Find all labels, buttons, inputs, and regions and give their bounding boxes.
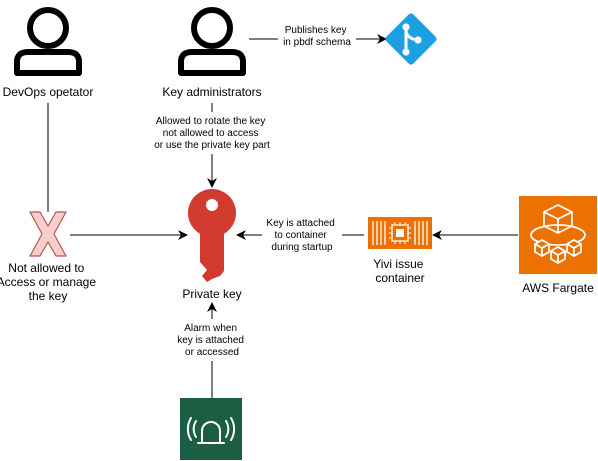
x-mark-icon bbox=[29, 211, 67, 257]
user-icon bbox=[14, 7, 82, 76]
yivi-container-label: Yivi issue container bbox=[373, 257, 427, 285]
devops-operator-label: DevOps opetator bbox=[3, 85, 94, 99]
key-icon bbox=[188, 189, 236, 282]
key-administrators-label: Key administrators bbox=[162, 85, 261, 99]
node-private-key: Private key bbox=[182, 189, 242, 301]
aws-fargate-label: AWS Fargate bbox=[522, 281, 594, 295]
alarm-icon bbox=[180, 398, 242, 460]
node-yivi-container: Yivi issue container bbox=[368, 217, 432, 285]
edge-label-publish: Publishes key in pbdf schema bbox=[283, 25, 351, 48]
user-icon bbox=[178, 7, 246, 76]
node-alarm bbox=[180, 398, 242, 460]
edge-rotate: Allowed to rotate the key not allowed to… bbox=[146, 103, 279, 188]
git-icon bbox=[385, 13, 437, 65]
node-key-administrators: Key administrators bbox=[162, 7, 262, 99]
edge-attach: Key is attached to container during star… bbox=[236, 216, 364, 256]
edge-alarm: Alarm when key is attached or accessed bbox=[172, 302, 252, 398]
node-git-repository bbox=[385, 13, 437, 65]
node-access-denied: Not allowed to Access or manage the key bbox=[0, 211, 99, 303]
edge-label-rotate: Allowed to rotate the key not allowed to… bbox=[154, 116, 270, 151]
private-key-label: Private key bbox=[182, 287, 241, 301]
node-devops-operator: DevOps opetator bbox=[3, 7, 94, 99]
node-aws-fargate: AWS Fargate bbox=[519, 196, 597, 295]
chip-container-icon bbox=[368, 217, 432, 249]
fargate-icon bbox=[519, 196, 597, 274]
access-denied-label: Not allowed to Access or manage the key bbox=[0, 261, 99, 303]
edge-label-attach: Key is attached to container during star… bbox=[266, 218, 337, 253]
edge-publish: Publishes key in pbdf schema bbox=[249, 22, 387, 50]
edge-label-alarm: Alarm when key is attached or accessed bbox=[177, 323, 247, 358]
